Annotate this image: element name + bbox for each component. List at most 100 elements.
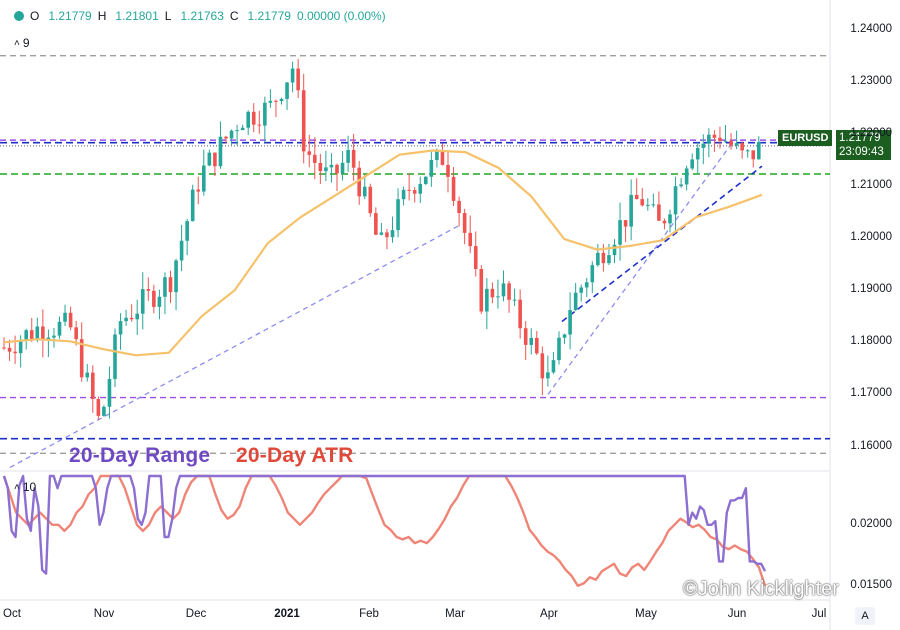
candle-body bbox=[679, 184, 683, 187]
candle-body bbox=[313, 154, 317, 163]
candle-body bbox=[412, 190, 417, 194]
candle-body bbox=[274, 100, 278, 102]
ohlc-open-value: 1.21779 bbox=[48, 9, 92, 23]
candle bbox=[629, 179, 633, 241]
candle bbox=[2, 337, 6, 350]
candle-body bbox=[340, 162, 345, 174]
candle bbox=[695, 142, 700, 175]
y-tick-label: 1.21000 bbox=[850, 178, 892, 191]
candle bbox=[396, 188, 400, 238]
candle-body bbox=[490, 288, 495, 298]
y-tick-label: 1.24000 bbox=[850, 22, 892, 35]
candle bbox=[612, 239, 617, 264]
candle-body bbox=[401, 189, 406, 200]
candle-body bbox=[124, 317, 128, 322]
candle bbox=[490, 282, 495, 304]
trendline-support bbox=[561, 165, 763, 323]
candle-body bbox=[429, 159, 434, 177]
candle-body bbox=[368, 186, 373, 214]
candle-body bbox=[179, 240, 184, 261]
candle-body bbox=[446, 164, 450, 177]
candle bbox=[429, 151, 434, 187]
ohlc-open-key: O bbox=[30, 9, 40, 23]
candle bbox=[646, 198, 650, 211]
candle bbox=[346, 135, 350, 173]
candle bbox=[190, 184, 195, 222]
candle bbox=[96, 396, 101, 420]
candle bbox=[668, 209, 672, 233]
x-tick-label: Oct bbox=[3, 608, 21, 620]
candle bbox=[568, 292, 572, 350]
candle bbox=[41, 309, 45, 358]
candle bbox=[168, 270, 173, 303]
range-series-label: 20-Day Range bbox=[69, 444, 211, 467]
candle bbox=[623, 220, 628, 242]
candle-body bbox=[140, 289, 145, 314]
y-tick-label: 0.01500 bbox=[850, 578, 892, 591]
candle-body bbox=[279, 98, 284, 102]
candle-body bbox=[2, 347, 6, 349]
candle bbox=[562, 333, 567, 345]
candle bbox=[640, 187, 645, 207]
candle bbox=[457, 196, 461, 227]
candle bbox=[246, 110, 250, 136]
candle bbox=[546, 355, 550, 387]
candle-body bbox=[740, 143, 744, 151]
candle bbox=[102, 405, 106, 417]
candle-body bbox=[535, 337, 539, 354]
y-tick-label: 1.16000 bbox=[850, 439, 892, 452]
main-indicator-legend[interactable]: ˄ 9 bbox=[14, 36, 30, 50]
y-tick-label: 1.17000 bbox=[850, 387, 892, 400]
candle bbox=[307, 134, 312, 168]
candle bbox=[174, 258, 178, 311]
candle bbox=[157, 289, 162, 320]
candle bbox=[590, 261, 595, 293]
author-watermark: ©John Kicklighter bbox=[683, 578, 839, 600]
candle bbox=[57, 316, 62, 339]
candle bbox=[374, 207, 378, 236]
candle bbox=[379, 223, 384, 236]
candle bbox=[152, 284, 156, 314]
chevron-up-icon[interactable]: ˄ bbox=[14, 481, 20, 493]
candle-body bbox=[257, 124, 262, 126]
candle-body bbox=[723, 140, 728, 142]
candle-body bbox=[646, 204, 650, 206]
candle-body bbox=[174, 260, 178, 293]
candle-body bbox=[74, 327, 78, 340]
candle-body bbox=[18, 340, 23, 354]
ohlc-low-value: 1.21763 bbox=[180, 9, 224, 23]
candle-body bbox=[7, 347, 12, 352]
candle bbox=[401, 186, 406, 206]
candle bbox=[707, 128, 711, 158]
candle-body bbox=[24, 330, 28, 341]
candle bbox=[723, 124, 728, 143]
moving-average-line bbox=[3, 149, 763, 357]
atr-series-label: 20-Day ATR bbox=[236, 444, 354, 467]
candle-body bbox=[529, 337, 534, 345]
candle-body bbox=[751, 150, 756, 160]
candle bbox=[523, 321, 528, 360]
candle-body bbox=[623, 220, 628, 227]
candle bbox=[113, 328, 117, 387]
candle bbox=[501, 270, 506, 302]
candle-body bbox=[240, 127, 245, 131]
candle-body bbox=[346, 150, 350, 163]
sub-indicator-legend[interactable]: ˄ 10 bbox=[14, 480, 36, 494]
candle-body bbox=[479, 269, 484, 312]
candle bbox=[124, 309, 128, 326]
candle-body bbox=[268, 100, 273, 103]
autoscale-button[interactable]: A bbox=[855, 607, 875, 625]
candle-body bbox=[168, 277, 173, 293]
candle bbox=[701, 134, 706, 165]
candle-body bbox=[457, 200, 461, 214]
candle bbox=[318, 153, 323, 184]
candle bbox=[163, 272, 167, 315]
candle bbox=[340, 150, 345, 181]
candle bbox=[634, 178, 639, 200]
candle-body bbox=[301, 90, 306, 152]
candle-body bbox=[668, 214, 672, 224]
chevron-up-icon[interactable]: ˄ bbox=[14, 37, 20, 49]
candle-body bbox=[546, 372, 550, 379]
candle-body bbox=[579, 287, 583, 293]
